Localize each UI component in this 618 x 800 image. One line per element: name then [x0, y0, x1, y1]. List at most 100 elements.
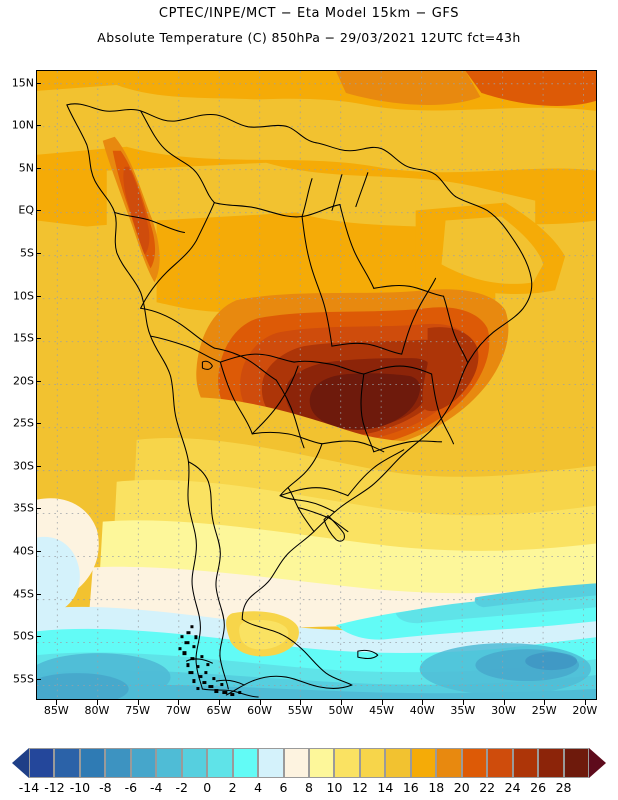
colorbar-swatch[interactable]	[385, 748, 411, 778]
model-title: CPTEC/INPE/MCT − Eta Model 15km − GFS	[158, 6, 460, 21]
x-tick-mark	[96, 700, 98, 705]
x-tick-mark	[218, 700, 220, 705]
colorbar-tick-label: -12	[44, 780, 65, 795]
colorbar-tick-label: 8	[305, 780, 313, 795]
y-tick-label: EQ	[18, 203, 34, 217]
y-tick-mark	[36, 210, 41, 212]
colorbar-swatch[interactable]	[436, 748, 462, 778]
colorbar-swatch[interactable]	[258, 748, 284, 778]
x-tick-mark	[178, 700, 180, 705]
colorbar-swatch[interactable]	[334, 748, 360, 778]
y-tick-mark	[36, 125, 41, 127]
y-tick-label: 10S	[13, 289, 34, 303]
y-tick-mark	[36, 551, 41, 552]
colorbar-over-arrow	[589, 748, 606, 778]
x-tick-label: 30W	[491, 704, 516, 717]
y-tick-label: 5S	[20, 246, 34, 260]
colorbar-tick-label: 14	[377, 780, 394, 795]
x-tick-label: 80W	[84, 704, 110, 717]
temperature-colorbar[interactable]: -14 -12 -10 -8 -6 -4 -2 0 2 4 6 8 10 12 14 16 18 20 22 24 26…	[0, 748, 618, 795]
map-gridlines	[37, 71, 596, 699]
y-tick-mark	[36, 636, 41, 638]
x-tick-label: 70W	[165, 704, 191, 717]
colorbar-swatch[interactable]	[461, 748, 488, 778]
x-tick-mark	[259, 700, 261, 705]
colorbar-swatch[interactable]	[232, 748, 259, 778]
colorbar-tick-label: 22	[479, 780, 496, 795]
x-tick-mark	[422, 700, 424, 705]
colorbar-swatch[interactable]	[105, 748, 131, 778]
x-tick-label: 25W	[531, 704, 557, 717]
y-tick-mark	[36, 82, 41, 84]
field-subtitle: Absolute Temperature (C) 850hPa − 29/03/…	[97, 30, 521, 45]
x-tick-label: 35W	[450, 704, 476, 717]
colorbar-tick-label: -6	[124, 780, 138, 795]
colorbar-tick-label: -2	[175, 780, 188, 795]
x-tick-label: 65W	[206, 704, 232, 717]
x-tick-label: 85W	[43, 704, 69, 717]
chart-title-block: CPTEC/INPE/MCT − Eta Model 15km − GFS Ab…	[0, 0, 618, 45]
colorbar-swatch[interactable]	[207, 748, 233, 778]
colorbar-tick-label: -10	[69, 780, 91, 795]
y-tick-mark	[36, 167, 41, 169]
y-tick-label: 55S	[13, 672, 34, 686]
x-tick-label: 40W	[409, 704, 435, 717]
x-tick-mark	[462, 700, 464, 705]
x-tick-label: 75W	[125, 704, 151, 717]
colorbar-swatch[interactable]	[359, 748, 386, 778]
colorbar-tick-label: 24	[504, 780, 521, 795]
colorbar-swatch[interactable]	[156, 748, 182, 778]
coastline-and-borders	[66, 103, 533, 698]
y-tick-label: 40S	[13, 544, 34, 558]
colorbar-swatch[interactable]	[410, 748, 437, 778]
colorbar-tick-label: 2	[228, 780, 237, 795]
y-tick-mark	[36, 295, 41, 297]
y-tick-mark	[36, 593, 41, 595]
colorbar-tick-label: 28	[555, 780, 572, 795]
y-tick-mark	[36, 338, 41, 340]
colorbar-swatch[interactable]	[29, 748, 55, 778]
y-tick-label: 10N	[11, 118, 34, 132]
y-tick-label: 15N	[11, 76, 34, 90]
y-tick-label: 35S	[13, 501, 34, 515]
x-tick-mark	[503, 700, 505, 705]
y-tick-label: 20S	[13, 374, 34, 388]
x-tick-label: 60W	[247, 704, 273, 717]
colorbar-swatch[interactable]	[130, 748, 157, 778]
y-tick-label: 45S	[13, 587, 34, 601]
temperature-map-plot	[36, 70, 597, 700]
x-tick-mark	[300, 700, 302, 705]
colorbar-tick-label: -14	[18, 780, 40, 795]
colorbar-swatch[interactable]	[54, 748, 80, 778]
x-tick-mark	[584, 700, 586, 705]
colorbar-swatch[interactable]	[309, 748, 335, 778]
x-tick-mark	[56, 700, 58, 705]
colorbar-swatch[interactable]	[563, 748, 589, 778]
colorbar-swatch[interactable]	[512, 748, 539, 778]
x-tick-label: 45W	[369, 704, 394, 717]
colorbar-tick-label: -4	[150, 780, 163, 795]
colorbar-under-arrow	[12, 748, 29, 778]
y-tick-mark	[36, 508, 41, 510]
colorbar-swatch[interactable]	[538, 748, 564, 778]
colorbar-tick-label: 20	[453, 780, 470, 795]
x-tick-mark	[544, 700, 546, 705]
x-tick-label: 20W	[572, 704, 598, 717]
y-tick-mark	[36, 380, 41, 382]
colorbar-swatch[interactable]	[79, 748, 106, 778]
x-tick-mark	[381, 700, 383, 705]
y-tick-mark	[36, 253, 41, 255]
colorbar-tick-label: 16	[402, 780, 419, 795]
colorbar-swatch[interactable]	[283, 748, 309, 778]
colorbar-tick-label: 0	[203, 780, 212, 795]
colorbar-tick-label: 4	[254, 780, 263, 795]
colorbar-tick-label: 18	[428, 780, 445, 795]
y-tick-label: 30S	[13, 459, 34, 473]
colorbar-swatch[interactable]	[487, 748, 513, 778]
y-tick-label: 15S	[13, 331, 34, 345]
x-tick-mark	[340, 700, 342, 705]
x-tick-label: 55W	[287, 704, 313, 717]
y-tick-mark	[36, 465, 41, 467]
colorbar-swatch[interactable]	[181, 748, 208, 778]
x-tick-label: 50W	[328, 704, 354, 717]
